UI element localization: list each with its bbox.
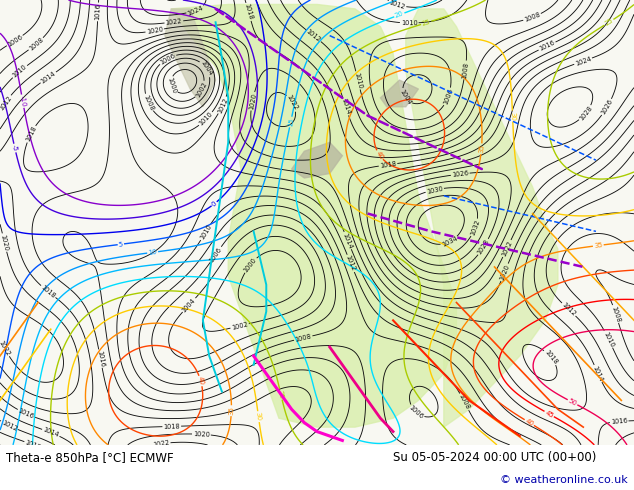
Text: 1018: 1018 xyxy=(164,423,180,430)
Text: 1020: 1020 xyxy=(193,431,210,438)
Text: 20: 20 xyxy=(394,10,404,19)
Text: 35: 35 xyxy=(478,144,485,153)
Text: 30: 30 xyxy=(255,412,262,421)
Text: 25: 25 xyxy=(604,18,614,27)
Text: 1002: 1002 xyxy=(195,81,208,98)
Text: 1020: 1020 xyxy=(499,263,510,281)
Text: 1006: 1006 xyxy=(408,404,425,420)
Text: 1030: 1030 xyxy=(426,185,444,195)
Text: 1008: 1008 xyxy=(28,36,44,52)
Text: 1018: 1018 xyxy=(40,284,56,299)
Text: 0: 0 xyxy=(210,200,218,208)
Text: 45: 45 xyxy=(544,409,555,419)
Text: 1008: 1008 xyxy=(523,11,541,23)
Text: 1008: 1008 xyxy=(142,94,155,112)
Text: 1022: 1022 xyxy=(501,240,514,257)
Text: 1012: 1012 xyxy=(1,419,18,432)
Text: 1020: 1020 xyxy=(146,26,164,35)
Text: 1022: 1022 xyxy=(152,440,170,448)
Text: 1032: 1032 xyxy=(469,219,481,237)
Text: 1014: 1014 xyxy=(342,232,354,249)
Text: 25: 25 xyxy=(421,19,431,27)
Text: 1034: 1034 xyxy=(441,235,458,248)
Text: Theta-e 850hPa [°C] ECMWF: Theta-e 850hPa [°C] ECMWF xyxy=(6,451,174,464)
Text: 1008: 1008 xyxy=(294,333,312,343)
Text: 1022: 1022 xyxy=(286,94,299,112)
Text: 1010: 1010 xyxy=(198,223,212,241)
Text: 40: 40 xyxy=(197,376,205,386)
Text: 1020: 1020 xyxy=(248,92,257,110)
Text: 1010: 1010 xyxy=(401,20,418,26)
Text: 1004: 1004 xyxy=(181,297,197,313)
Text: 1012: 1012 xyxy=(560,301,577,318)
Text: 1028: 1028 xyxy=(578,105,593,122)
Text: 1016: 1016 xyxy=(611,417,628,425)
Text: 1022: 1022 xyxy=(165,18,183,26)
Text: 1014: 1014 xyxy=(42,427,60,439)
Text: 1012: 1012 xyxy=(345,254,357,272)
Text: 1000: 1000 xyxy=(166,76,177,94)
Text: 1008: 1008 xyxy=(458,393,471,411)
Text: 35: 35 xyxy=(228,406,235,415)
Text: 1024: 1024 xyxy=(186,4,204,17)
Text: 1012: 1012 xyxy=(0,94,13,111)
Text: -5: -5 xyxy=(11,144,18,152)
Text: 1014: 1014 xyxy=(592,365,604,382)
Text: 40: 40 xyxy=(375,150,385,160)
Text: 1004: 1004 xyxy=(398,88,412,106)
Text: 1016: 1016 xyxy=(17,408,35,420)
Text: 1010: 1010 xyxy=(602,330,615,348)
Text: 1020: 1020 xyxy=(0,234,10,251)
Polygon shape xyxy=(292,143,342,178)
Text: -10: -10 xyxy=(19,95,27,107)
Text: 1006: 1006 xyxy=(209,246,223,263)
Text: 1010: 1010 xyxy=(353,72,363,89)
Polygon shape xyxy=(380,80,418,107)
Text: 1026: 1026 xyxy=(451,170,469,178)
Text: 1018: 1018 xyxy=(25,125,37,143)
Polygon shape xyxy=(171,4,456,427)
Text: 1012: 1012 xyxy=(216,97,229,114)
Text: 30: 30 xyxy=(509,111,515,121)
Text: 1006: 1006 xyxy=(443,88,454,106)
Text: 50: 50 xyxy=(567,397,578,407)
Polygon shape xyxy=(406,9,558,427)
Text: 1018: 1018 xyxy=(543,349,559,366)
Text: 10: 10 xyxy=(148,249,157,256)
Text: 35: 35 xyxy=(593,242,603,249)
Text: 1022: 1022 xyxy=(0,340,11,357)
Text: 1012: 1012 xyxy=(388,0,406,10)
Text: © weatheronline.co.uk: © weatheronline.co.uk xyxy=(500,475,628,485)
Text: 1006: 1006 xyxy=(158,52,176,66)
Text: 1006: 1006 xyxy=(6,34,23,48)
Text: 40: 40 xyxy=(524,417,534,427)
Text: 5: 5 xyxy=(119,241,124,247)
Text: 25: 25 xyxy=(277,390,285,399)
Text: 1010: 1010 xyxy=(198,111,214,127)
Text: Su 05-05-2024 00:00 UTC (00+00): Su 05-05-2024 00:00 UTC (00+00) xyxy=(393,451,597,464)
Polygon shape xyxy=(165,9,216,107)
Text: 1024: 1024 xyxy=(574,55,592,67)
Text: 1014: 1014 xyxy=(40,70,57,85)
Text: 1016: 1016 xyxy=(96,350,105,368)
Text: 1026: 1026 xyxy=(600,98,614,116)
Text: 15: 15 xyxy=(287,117,295,127)
Text: 1002: 1002 xyxy=(231,321,249,331)
Text: 1016: 1016 xyxy=(538,40,556,52)
Text: 1000: 1000 xyxy=(243,256,258,273)
Text: 1012: 1012 xyxy=(305,28,322,43)
Text: 1018: 1018 xyxy=(243,3,254,21)
Text: 1008: 1008 xyxy=(610,305,621,323)
Text: 1018: 1018 xyxy=(379,161,397,169)
Text: 1010: 1010 xyxy=(24,439,42,451)
Text: 1028: 1028 xyxy=(476,238,491,256)
Text: 1004: 1004 xyxy=(199,60,214,77)
Text: 1016: 1016 xyxy=(94,3,101,21)
Text: 1014: 1014 xyxy=(340,98,351,115)
Text: 1008: 1008 xyxy=(462,61,469,79)
Text: 1010: 1010 xyxy=(11,64,28,79)
